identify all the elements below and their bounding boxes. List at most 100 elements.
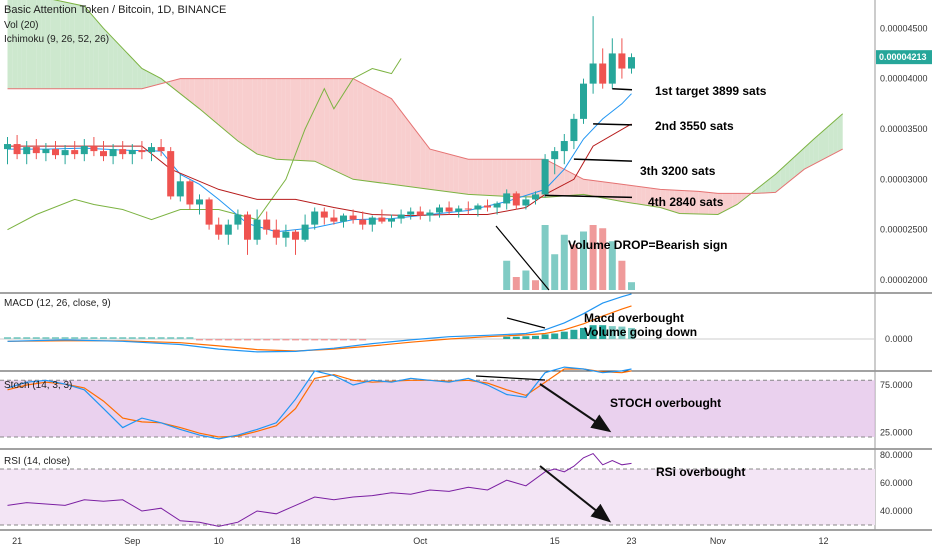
macd-histogram-bar	[90, 337, 98, 339]
macd-histogram-bar	[589, 325, 597, 339]
cloud-segment	[36, 0, 42, 89]
macd-histogram-bar	[176, 337, 184, 339]
target1-line	[612, 88, 633, 91]
cloud-segment	[617, 183, 622, 202]
cloud-segment	[45, 0, 51, 89]
cloud-segment	[828, 122, 834, 157]
candle-body	[512, 193, 520, 206]
candle-body	[263, 219, 271, 230]
rsi-arrow	[539, 465, 612, 523]
cloud-segment	[487, 159, 493, 196]
cloud-segment	[194, 78, 200, 109]
cloud-segment	[21, 0, 27, 89]
cloud-segment	[674, 190, 680, 214]
cloud-segment	[770, 174, 776, 193]
macd-histogram-bar	[23, 337, 31, 339]
cloud-segment	[338, 78, 344, 175]
macd-note-1: Macd overbought	[584, 311, 684, 325]
cloud-segment	[612, 183, 618, 201]
macd-histogram-bar	[224, 339, 232, 341]
date-tick-label: Nov	[710, 536, 727, 546]
macd-histogram-bar	[551, 333, 559, 339]
stoch-note: STOCH overbought	[610, 396, 721, 410]
cloud-segment	[641, 186, 646, 206]
cloud-segment	[468, 159, 474, 195]
macd-histogram-bar	[13, 337, 21, 339]
cloud-segment	[645, 187, 651, 206]
volume-bar	[599, 228, 607, 290]
candle-body	[455, 208, 463, 212]
cloud-segment	[506, 159, 512, 197]
cloud-segment	[386, 96, 392, 185]
cloud-segment	[353, 78, 358, 180]
candle-body	[349, 215, 357, 220]
candle-body	[628, 57, 635, 69]
rsi-tick-label: 60.0000	[880, 478, 913, 488]
cloud-segment	[117, 43, 123, 89]
cloud-segment	[348, 78, 354, 180]
candle-body	[138, 150, 146, 153]
cloud-segment	[799, 147, 805, 174]
cloud-segment	[223, 78, 229, 133]
volume-bar	[628, 282, 635, 290]
cloud-segment	[362, 83, 368, 182]
candle-body	[253, 219, 261, 240]
macd-histogram-bar	[532, 335, 539, 339]
candle-body	[570, 118, 578, 142]
cloud-segment	[12, 0, 18, 89]
cloud-segment	[669, 189, 675, 213]
cloud-segment	[41, 0, 46, 89]
stoch-arrow	[539, 383, 612, 433]
cloud-segment	[756, 185, 762, 194]
macd-histogram-bar	[618, 326, 626, 339]
macd-histogram-bar	[234, 339, 242, 341]
candle-body	[224, 224, 232, 235]
rsi-band	[0, 469, 875, 525]
candle-body	[493, 203, 501, 208]
rsi-note: RSi overbought	[656, 465, 745, 479]
cloud-segment	[708, 192, 714, 215]
rsi-line	[7, 452, 632, 527]
cloud-segment	[473, 159, 478, 195]
cloud-segment	[199, 78, 205, 113]
cloud-segment	[247, 78, 253, 151]
stoch-pane	[7, 366, 632, 440]
ichimoku-cloud	[7, 0, 843, 215]
candle-body	[301, 224, 309, 240]
cloud-segment	[765, 178, 771, 193]
cloud-segment	[482, 159, 488, 196]
volume-bar	[551, 254, 559, 290]
cloud-segment	[381, 93, 387, 184]
cloud-segment	[98, 22, 104, 89]
cloud-segment	[785, 161, 790, 185]
candle-body	[13, 144, 21, 155]
volume-bars	[503, 225, 635, 290]
candle-body	[580, 83, 587, 119]
cloud-segment	[650, 188, 656, 207]
cloud-segment	[665, 189, 670, 211]
macd-histogram-bar	[503, 336, 511, 339]
cloud-segment	[31, 0, 37, 89]
cloud-segment	[372, 88, 378, 183]
cloud-segment	[271, 78, 277, 160]
cloud-segment	[295, 78, 301, 161]
candle-body	[42, 149, 50, 154]
candlesticks[interactable]	[4, 16, 635, 255]
cloud-segment	[818, 130, 824, 162]
cloud-segment	[151, 73, 157, 87]
cloud-segment	[698, 191, 704, 215]
candle-body	[4, 144, 11, 150]
cloud-segment	[501, 159, 507, 197]
cloud-segment	[185, 78, 190, 102]
cloud-segment	[833, 118, 838, 155]
cloud-segment	[84, 6, 90, 89]
target2-line	[593, 123, 633, 126]
macd-histogram-bar	[311, 339, 319, 341]
cloud-segment	[367, 86, 373, 182]
candle-body	[119, 149, 127, 155]
cloud-segment	[137, 63, 142, 89]
macd-pane	[0, 293, 875, 353]
cloud-segment	[813, 134, 819, 165]
oscillator-bands	[0, 379, 875, 526]
